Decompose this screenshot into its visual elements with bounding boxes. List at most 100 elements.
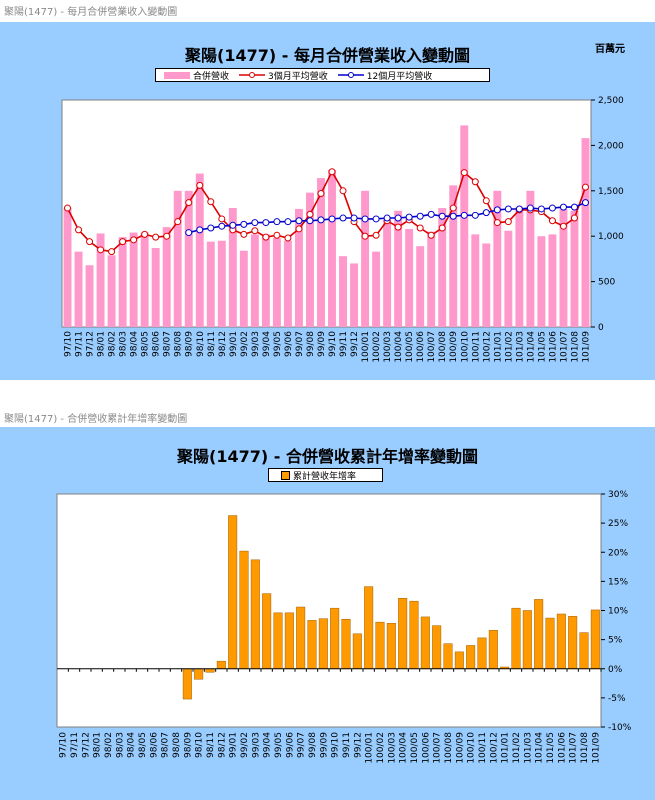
y-tick-label: 1,500 xyxy=(598,187,624,197)
x-tick-label: 99/10 xyxy=(331,732,341,758)
revenue-bar xyxy=(85,265,94,327)
y-tick-label: 5% xyxy=(608,636,623,646)
x-tick-label: 99/09 xyxy=(319,732,329,758)
x-tick-label: 101/08 xyxy=(580,732,590,764)
x-tick-label: 98/08 xyxy=(174,331,184,357)
x-tick-label: 100/05 xyxy=(405,331,415,363)
yoy-bar xyxy=(454,651,464,669)
legend-label-yoy: 累計營收年增率 xyxy=(293,471,357,482)
series-point-ma3 xyxy=(218,215,226,223)
chart1-title: 聚陽(1477) - 每月合併營業收入變動圖 xyxy=(185,46,470,65)
revenue-bar xyxy=(515,207,524,327)
x-tick-label: 98/07 xyxy=(161,732,171,758)
x-tick-label: 99/08 xyxy=(308,732,318,758)
y-tick-label: 0% xyxy=(608,665,623,675)
x-tick-label: 98/06 xyxy=(149,732,159,758)
series-point-ma3 xyxy=(240,230,248,238)
yoy-bar xyxy=(409,600,419,669)
x-tick-label: 100/09 xyxy=(449,331,459,363)
legend-swatch-ma12 xyxy=(337,72,364,78)
y-tick-label: 30% xyxy=(608,490,628,500)
x-tick-label: 99/03 xyxy=(251,732,261,758)
series-point-ma3 xyxy=(504,218,512,226)
legend-label-ma3: 3個月平均營收 xyxy=(268,71,328,82)
yoy-bar xyxy=(466,645,476,669)
series-point-ma3 xyxy=(174,218,182,226)
yoy-bar xyxy=(182,668,192,700)
x-tick-label: 99/11 xyxy=(339,331,349,357)
series-point-ma12 xyxy=(339,214,347,222)
series-point-ma12 xyxy=(548,204,556,212)
revenue-bar xyxy=(63,208,72,327)
series-point-ma3 xyxy=(185,199,193,207)
series-point-ma12 xyxy=(438,212,446,220)
x-tick-label: 99/01 xyxy=(229,732,239,758)
series-point-ma12 xyxy=(207,224,215,232)
series-point-ma12 xyxy=(537,205,545,213)
x-tick-label: 99/01 xyxy=(229,331,239,357)
series-point-ma3 xyxy=(130,236,138,244)
x-tick-label: 97/10 xyxy=(59,732,69,758)
series-point-ma3 xyxy=(438,224,446,232)
series-point-ma3 xyxy=(295,225,303,233)
y-tick-label: 1,000 xyxy=(598,232,624,242)
x-tick-label: 101/02 xyxy=(512,732,522,764)
yoy-bar xyxy=(239,550,249,669)
x-tick-label: 100/01 xyxy=(361,331,371,363)
series-point-ma3 xyxy=(471,178,479,186)
yoy-bar xyxy=(364,586,374,669)
revenue-bar xyxy=(228,208,237,327)
x-tick-label: 99/02 xyxy=(240,331,250,357)
series-point-ma3 xyxy=(570,214,578,222)
revenue-bar xyxy=(306,192,314,327)
revenue-bar xyxy=(339,256,347,327)
series-point-ma12 xyxy=(460,211,468,219)
chart1-unit-label: 百萬元 xyxy=(595,44,625,55)
legend-swatch-yoy xyxy=(281,470,290,480)
yoy-bar xyxy=(477,637,487,670)
yoy-bar xyxy=(522,610,532,669)
revenue-bar xyxy=(559,208,568,327)
revenue-bar xyxy=(195,173,204,327)
series-point-ma12 xyxy=(240,220,248,228)
y-tick-label: 2,500 xyxy=(598,96,624,106)
yoy-bar xyxy=(432,625,442,670)
revenue-bar xyxy=(317,178,325,327)
series-point-ma3 xyxy=(581,183,589,191)
plot-area xyxy=(56,493,602,728)
x-tick-label: 100/12 xyxy=(489,732,499,764)
x-tick-label: 98/10 xyxy=(195,732,205,758)
x-tick-label: 98/06 xyxy=(152,331,162,357)
x-tick-label: 99/03 xyxy=(251,331,261,357)
x-tick-label: 98/08 xyxy=(172,732,182,758)
y-tick-label: -5% xyxy=(608,694,626,704)
y-tick-label: 15% xyxy=(608,577,628,587)
yoy-bar xyxy=(386,623,396,670)
x-tick-label: 100/04 xyxy=(394,331,404,363)
yoy-bar xyxy=(556,613,566,669)
revenue-bar xyxy=(118,237,127,327)
series-point-ma12 xyxy=(273,218,281,226)
y-tick-label: 25% xyxy=(608,519,628,529)
series-point-ma12 xyxy=(570,203,578,211)
series-point-ma3 xyxy=(416,224,424,232)
series-point-ma3 xyxy=(449,204,457,212)
series-point-ma12 xyxy=(284,218,292,226)
x-tick-label: 98/12 xyxy=(218,331,228,357)
series-point-ma3 xyxy=(460,169,468,177)
y-tick-label: 2,000 xyxy=(598,141,624,151)
x-tick-label: 101/07 xyxy=(569,732,579,764)
x-tick-label: 101/05 xyxy=(546,732,556,764)
series-point-ma3 xyxy=(548,217,556,225)
series-point-ma3 xyxy=(372,231,380,239)
x-tick-label: 98/04 xyxy=(127,732,137,758)
series-point-ma3 xyxy=(251,227,259,235)
x-tick-label: 98/09 xyxy=(185,331,195,357)
y-tick-label: 0 xyxy=(598,323,604,333)
x-tick-label: 98/03 xyxy=(119,331,129,357)
x-tick-label: 98/01 xyxy=(97,331,107,357)
legend-label-ma12: 12個月平均營收 xyxy=(366,71,433,82)
revenue-bar xyxy=(537,236,546,327)
series-point-ma12 xyxy=(361,215,369,223)
yoy-bar xyxy=(568,616,578,669)
